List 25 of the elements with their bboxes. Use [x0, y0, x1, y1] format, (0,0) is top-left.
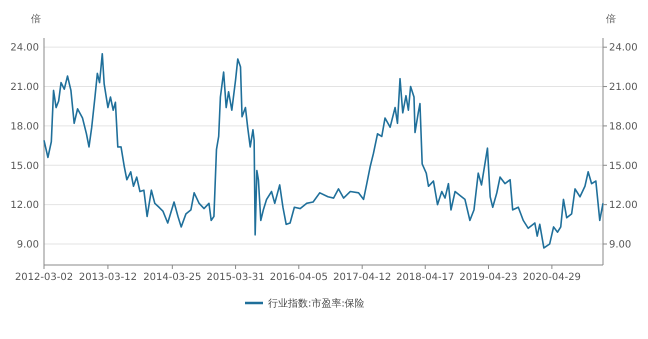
y-tick-label: 18.00	[10, 121, 39, 132]
legend-label: 行业指数:市盈率:保险	[268, 298, 365, 310]
x-tick-label: 2018-04-17	[396, 272, 454, 283]
y2-axis-title: 倍	[606, 13, 616, 25]
y-tick-label: 21.00	[10, 82, 39, 94]
x-tick-label: 2012-03-02	[14, 272, 74, 283]
y-tick-label: 12.00	[10, 200, 39, 212]
x-tick-label: 2019-04-23	[459, 272, 518, 283]
y2-tick-label: 15.00	[609, 160, 638, 172]
y-tick-label: 24.00	[10, 42, 39, 54]
x-tick-label: 2013-03-12	[78, 272, 137, 283]
y-tick-label: 9.00	[16, 240, 39, 251]
y2-tick-label: 24.00	[609, 42, 638, 54]
y-axis-title: 倍	[31, 13, 41, 25]
y2-tick-label: 12.00	[609, 200, 638, 212]
x-tick-label: 2020-04-29	[522, 272, 581, 283]
x-tick-label: 2017-04-12	[333, 272, 392, 283]
y-tick-label: 15.00	[10, 160, 39, 172]
x-tick-label: 2015-03-31	[206, 272, 265, 283]
x-tick-label: 2014-03-25	[143, 272, 202, 283]
y2-tick-label: 9.00	[609, 240, 632, 251]
line-series	[43, 52, 604, 249]
x-tick-label: 2016-04-05	[270, 272, 328, 283]
y2-tick-label: 18.00	[609, 121, 638, 132]
y2-tick-label: 21.00	[609, 82, 638, 94]
